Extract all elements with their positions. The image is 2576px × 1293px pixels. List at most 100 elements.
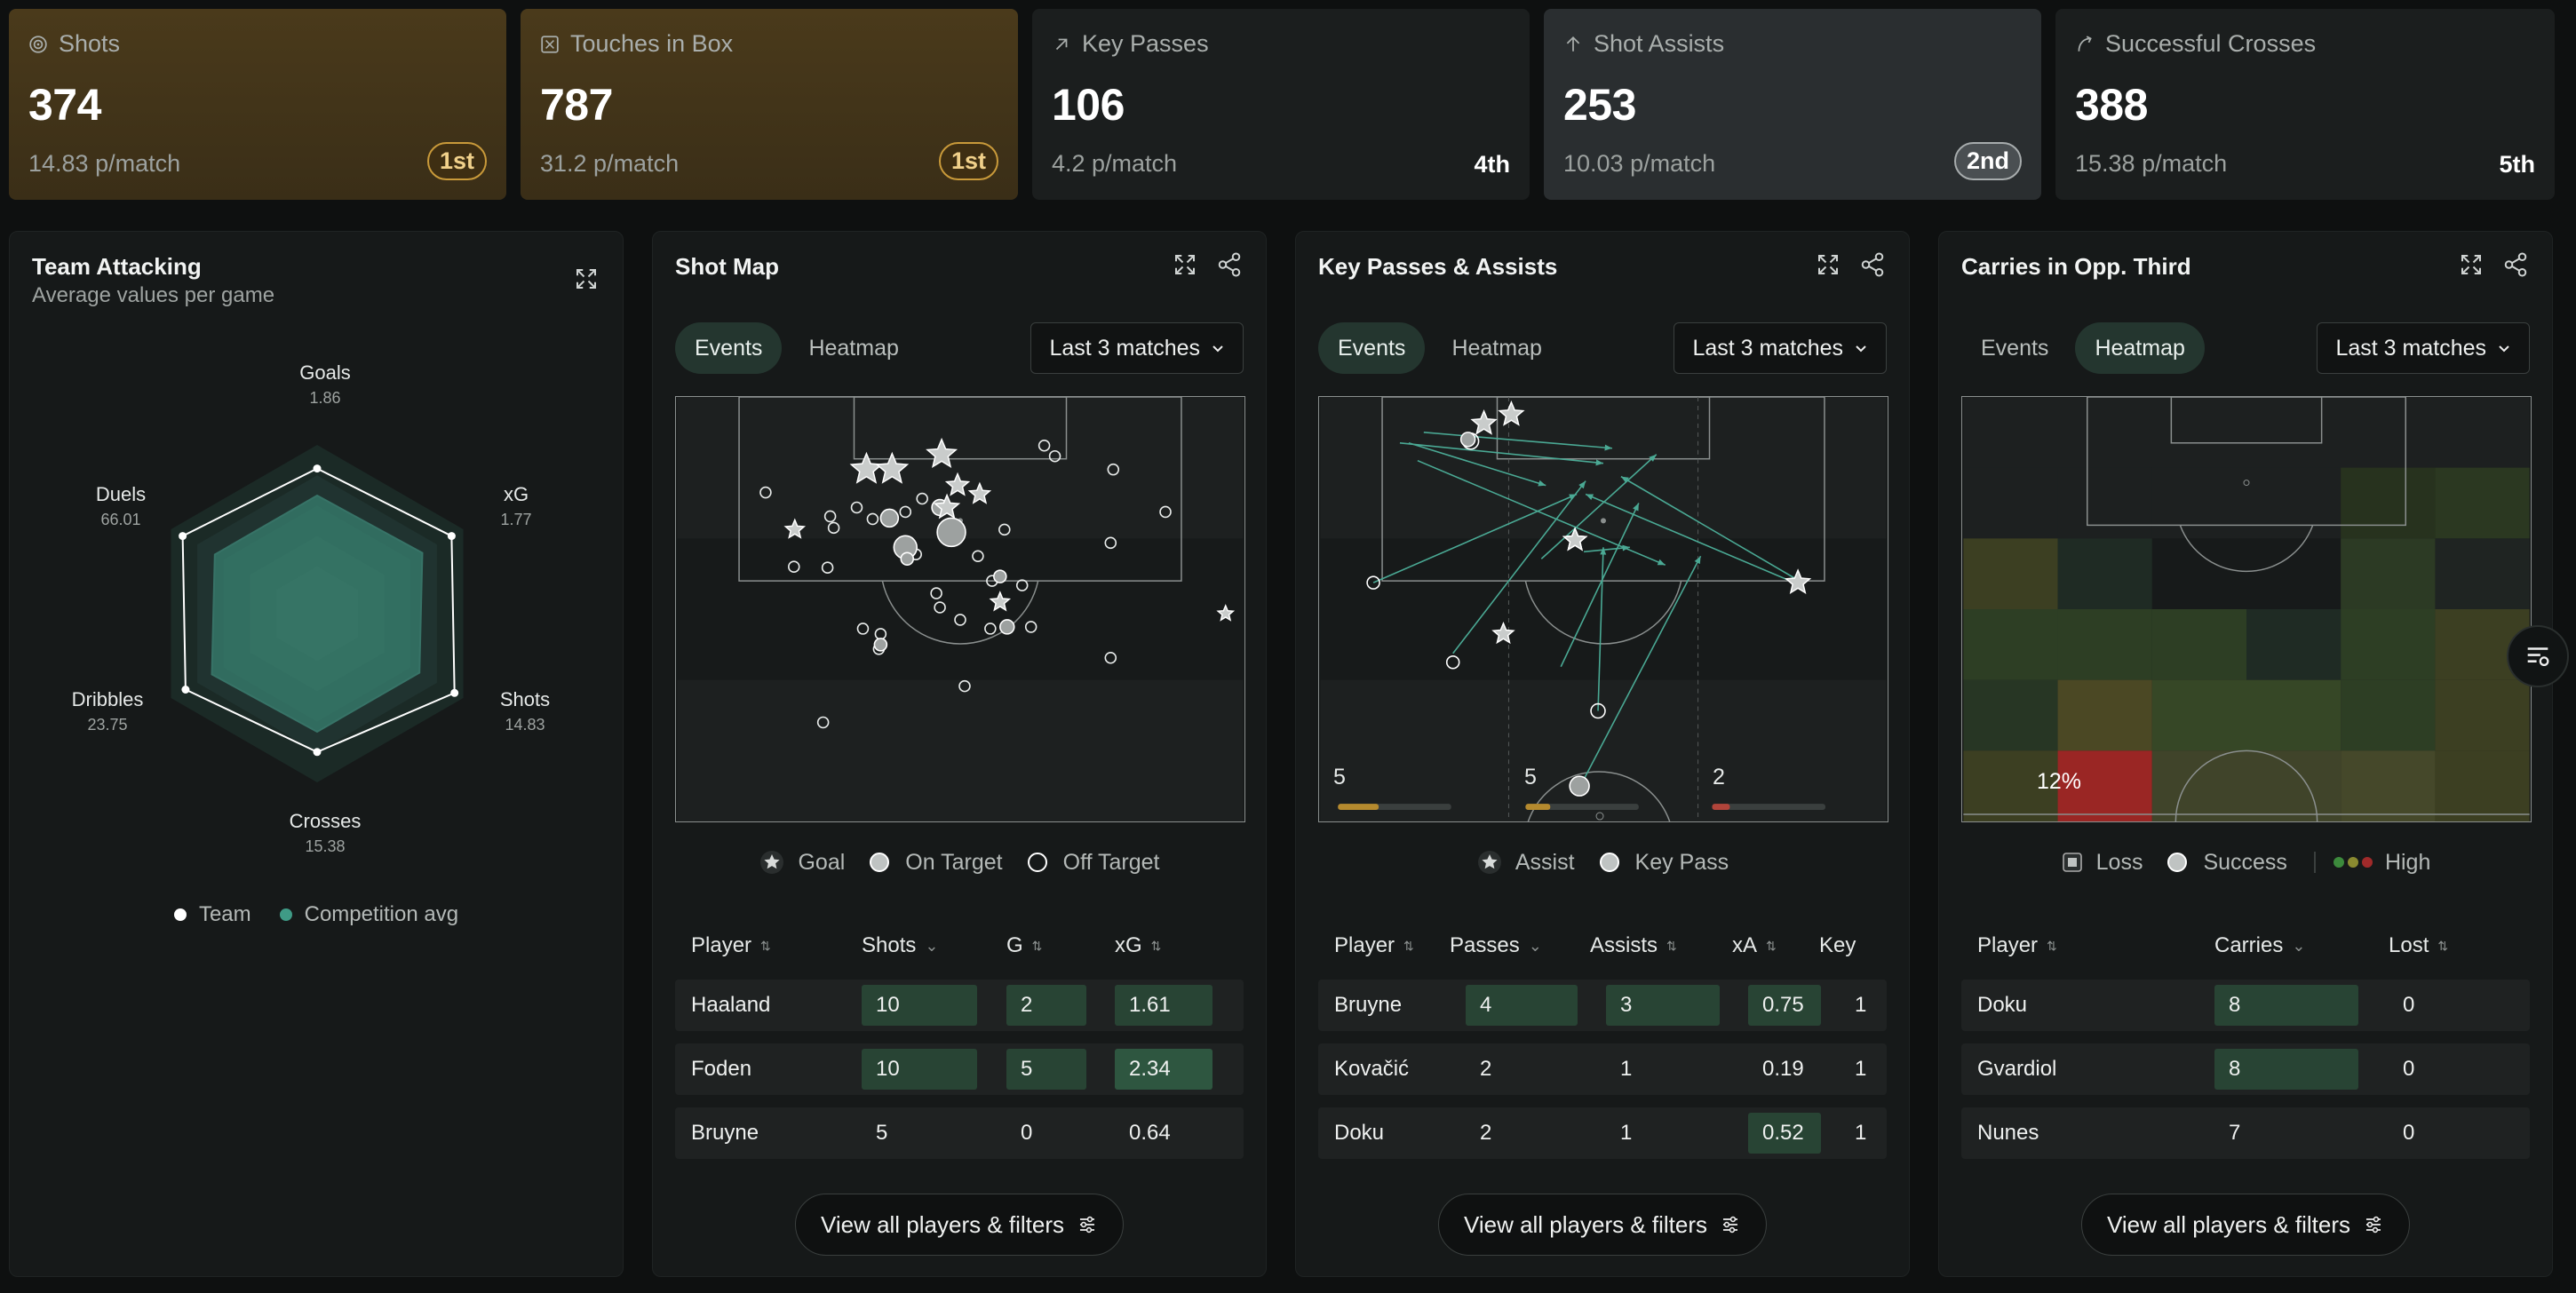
heatmap-cell [2246,750,2341,821]
kpi-per-match: 4.2 p/match [1052,150,1178,177]
radar-label-goals: Goals 1.86 [299,361,351,407]
tab-events[interactable]: Events [1981,336,2049,361]
arrow-up-icon [1566,36,1580,52]
col-carries[interactable]: Carries [2214,933,2284,957]
view-all-button[interactable]: View all players & filters [794,1194,1125,1256]
cell-player: Gvardiol [1977,1057,2057,1081]
penalty-spot [2243,480,2250,487]
off-target-shot [930,587,942,599]
col-xg[interactable]: xG [1115,933,1142,957]
table-row[interactable]: Kovačić 2 1 0.19 1 [1318,1043,1887,1095]
col-xa[interactable]: xA [1732,933,1758,957]
hollow-circle-icon [1027,853,1047,872]
col-lost[interactable]: Lost [2389,933,2429,957]
col-player[interactable]: Player [1977,933,2039,957]
col-passes[interactable]: Passes [1450,933,1520,957]
legend-goal: Goal [798,849,846,875]
radar-team-point [313,464,322,473]
radar-label-shots: Shots 14.83 [499,688,551,734]
cell-carries: 8 [2214,1049,2358,1090]
expand-icon[interactable] [1172,251,1198,278]
pass-arrow-line [1585,493,1795,583]
expand-icon[interactable] [2458,251,2485,278]
kpi-card-touches[interactable]: Touches in Box 787 31.2 p/match 1st [521,9,1018,200]
pass-arrow-head [1622,544,1630,551]
chevron-down-icon [2499,345,2509,353]
table-row[interactable]: Doku 2 1 0.52 1 [1318,1107,1887,1159]
off-target-shot [1048,449,1061,463]
share-icon[interactable] [2502,251,2529,278]
col-key[interactable]: Key [1819,933,1856,957]
col-g[interactable]: G [1006,933,1023,957]
kpi-label: Successful Crosses [2105,30,2317,57]
cell-g: 5 [1006,1049,1086,1090]
cell-lost: 0 [2403,993,2415,1017]
filter-fab-button[interactable] [2507,625,2569,687]
table-row[interactable]: Doku 8 0 [1961,980,2530,1031]
share-icon[interactable] [1216,251,1243,278]
kpi-card-shot-assists[interactable]: Shot Assists 253 10.03 p/match 2nd [1544,9,2041,200]
heatmap-cell [2057,750,2152,821]
table-row[interactable]: Foden 10 5 2.34 [675,1043,1244,1095]
tab-events[interactable]: Events [675,322,783,374]
heatmap-cell [1963,750,2058,821]
table-row[interactable]: Gvardiol 8 0 [1961,1043,2530,1095]
table-row[interactable]: Bruyne 4 3 0.75 1 [1318,980,1887,1031]
kpi-label: Touches in Box [570,30,734,57]
off-target-shot [856,623,870,635]
table-row[interactable]: Nunes 7 0 [1961,1107,2530,1159]
expand-icon[interactable] [1815,251,1841,278]
tab-heatmap[interactable]: Heatmap [808,336,899,361]
heatmap-cell [2151,609,2246,680]
view-all-button[interactable]: View all players & filters [1437,1194,1768,1256]
range-dropdown[interactable]: Last 3 matches [1030,322,1244,374]
table-header: Player ⇅ Carries ⌄ Lost ⇅ [1977,933,2449,957]
star-icon [760,851,784,874]
tab-heatmap[interactable]: Heatmap [1451,336,1542,361]
filter-icon [1723,1216,1738,1234]
col-player[interactable]: Player [1334,933,1395,957]
table-row[interactable]: Bruyne 5 0 0.64 [675,1107,1244,1159]
range-dropdown[interactable]: Last 3 matches [1674,322,1887,374]
tab-heatmap[interactable]: Heatmap [2075,322,2205,374]
key-pass-origin [1459,432,1476,448]
off-target-shot [934,601,946,614]
six-yard-box [2170,397,2323,444]
pass-arrow-line [1408,442,1546,487]
radar-chart [171,445,464,782]
cell-g: 0 [1021,1121,1033,1145]
view-all-label: View all players & filters [820,1211,1065,1238]
goal-star-marker [989,591,1012,612]
assist-star-marker [1470,409,1498,435]
expand-icon[interactable] [573,266,600,292]
table-row[interactable]: Haaland 10 2 1.61 [675,980,1244,1031]
col-player[interactable]: Player [691,933,752,957]
goal-star-marker [944,472,971,496]
kpi-card-successful-crosses[interactable]: Successful Crosses 388 15.38 p/match 5th [2055,9,2555,200]
kpi-card-key-passes[interactable]: Key Passes 106 4.2 p/match 4th [1032,9,1530,200]
col-assists[interactable]: Assists [1590,933,1658,957]
heatmap-cell [2151,538,2246,609]
penalty-arc [881,580,1039,645]
on-target-shot [936,517,966,548]
legend-off-target: Off Target [1062,849,1160,875]
cell-assists: 3 [1606,985,1720,1026]
off-target-shot [1015,579,1029,591]
radar-team-point [181,686,190,694]
assist-star-marker [1498,401,1525,426]
heatmap-cell [2151,467,2246,539]
heatmap-cell [1963,609,2058,680]
col-shots[interactable]: Shots [862,933,917,957]
heatmap-cell [2246,467,2341,539]
cell-player: Doku [1977,993,2028,1017]
tab-events[interactable]: Events [1318,322,1426,374]
kpi-card-shots[interactable]: Shots 374 14.83 p/match 1st [9,9,506,200]
cell-passes: 2 [1480,1121,1492,1145]
view-all-button[interactable]: View all players & filters [2080,1194,2411,1256]
shots-table: Player ⇅ Shots ⌄ G ⇅ xG ⇅ Haaland 10 2 1.61 … [675,924,1244,1159]
share-icon[interactable] [1859,251,1886,278]
range-dropdown[interactable]: Last 3 matches [2317,322,2530,374]
center-arc [2174,750,2318,821]
team-swatch [173,908,187,921]
